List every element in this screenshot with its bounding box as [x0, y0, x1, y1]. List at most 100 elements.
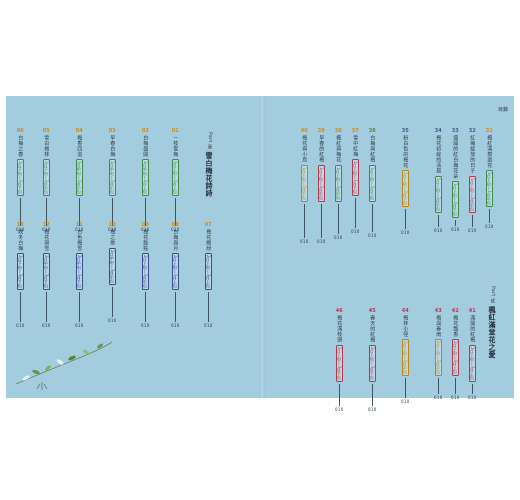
- entry-number: 03: [108, 128, 116, 134]
- season-tag: 2月上旬～3月下旬: [335, 344, 343, 382]
- toc-entry[interactable]: 38 楓紅與梅花 1月上旬～2月中旬 010: [334, 128, 343, 240]
- toc-entry[interactable]: 37 雪中紅梅 1月上旬～1月下旬 010: [351, 128, 360, 234]
- toc-entry[interactable]: 09 梅花點點 2月上旬～3月中旬 010: [141, 222, 150, 328]
- entry-title: 楓紅與梅花: [335, 135, 342, 163]
- page-number: 010: [141, 323, 150, 329]
- toc-entry[interactable]: 01 一枝雪梅 1月上旬～2月上旬 010: [171, 128, 180, 232]
- entry-title: 早春的紅梅: [318, 135, 325, 163]
- season-tag: 1月中旬～2月中旬: [75, 159, 83, 197]
- season-tag: 1月上旬～1月下旬: [351, 159, 359, 197]
- toc-entry[interactable]: 41 滿開的紅梅 2月上旬～3月上旬 010: [468, 308, 477, 400]
- season-tag: 2月上旬～3月中旬: [401, 339, 409, 377]
- entry-title: 梅與春雨: [435, 315, 442, 337]
- toc-entry[interactable]: 33 盛開的紅白梅花朵 1月上旬～2月下旬 010: [451, 128, 460, 232]
- toc-entry[interactable]: 32 紅梅綻放的日子 1月上旬～2月中旬 010: [468, 128, 477, 233]
- page-number: 010: [334, 234, 343, 240]
- toc-entry[interactable]: 02 白梅盛開 1月中旬～2月上旬 010: [141, 128, 150, 232]
- season-tag: 2月中旬～3月下旬: [75, 253, 83, 291]
- entry-title: 梅香四溢: [76, 135, 83, 157]
- entry-number: 08: [171, 222, 179, 228]
- page-number: 010: [468, 394, 477, 400]
- entry-title: 滿開的紅梅: [469, 315, 476, 343]
- entry-number: 10: [108, 222, 116, 228]
- season-tag: 1月上旬～2月下旬: [451, 181, 459, 219]
- entry-number: 32: [468, 128, 476, 134]
- season-tag: 2月上旬～3月上旬: [468, 344, 476, 382]
- toc-entry[interactable]: 05 雪白梅林 1月下旬～2月中旬 010: [42, 128, 51, 232]
- toc-entry[interactable]: 31 楓紅滿樹過花 1月上旬～1月中旬 010: [485, 128, 494, 229]
- leaf-branch-illustration: [15, 341, 113, 390]
- page-number: 010: [368, 232, 377, 238]
- toc-entry[interactable]: 13 晚冬白梅 2月下旬～3月下旬 010: [16, 222, 25, 328]
- book-gutter: [259, 96, 265, 398]
- season-tag: 1月上旬～2月中旬: [317, 164, 325, 202]
- toc-entry[interactable]: 03 早春白梅 1月中旬～2月中旬 010: [108, 128, 117, 232]
- toc-entry[interactable]: 39 早春的紅梅 1月上旬～2月中旬 010: [317, 128, 326, 244]
- entry-connector-line: [337, 203, 339, 234]
- entry-title: 雪白梅林: [43, 135, 50, 157]
- season-tag: 1月上旬～2月中旬: [334, 164, 342, 202]
- entry-connector-line: [437, 214, 439, 227]
- entry-connector-line: [471, 214, 473, 227]
- season-tag: 1月上旬～2月中旬: [434, 175, 442, 213]
- entry-connector-line: [19, 198, 21, 227]
- entry-number: 45: [368, 308, 376, 314]
- page-number: 010: [401, 399, 410, 405]
- entry-number: 31: [485, 128, 493, 134]
- season-tag: 1月上旬～2月下旬: [401, 170, 409, 208]
- toc-entry[interactable]: 04 梅香四溢 1月中旬～2月中旬 010: [75, 128, 84, 232]
- entry-title: 梅花與小鳥: [301, 135, 308, 163]
- toc-entry[interactable]: 07 梅花繽紛 2月上旬～3月上旬 010: [204, 222, 213, 328]
- entry-connector-line: [404, 378, 406, 399]
- toc-entry[interactable]: 08 白梅與月 2月上旬～3月上旬 010: [171, 222, 180, 328]
- entry-connector-line: [174, 292, 176, 323]
- page-number: 010: [485, 224, 494, 230]
- page-number: 010: [351, 229, 360, 235]
- toc-entry[interactable]: 43 梅與春雨 2月上旬～3月中旬 010: [434, 308, 443, 400]
- season-tag: 1月上旬～2月下旬: [368, 164, 376, 202]
- page-number: 010: [75, 323, 84, 329]
- page-number: 010: [401, 230, 410, 236]
- season-tag: 2月上旬～3月上旬: [204, 253, 212, 291]
- entry-number: 36: [368, 128, 376, 134]
- entry-connector-line: [45, 198, 47, 227]
- entry-connector-line: [338, 383, 340, 406]
- toc-entry[interactable]: 36 白梅與紅梅 1月上旬～2月下旬 010: [368, 128, 377, 238]
- page-number: 010: [335, 406, 344, 412]
- season-tag: 1月上旬～1月中旬: [485, 170, 493, 208]
- entry-connector-line: [174, 198, 176, 227]
- toc-entry[interactable]: 12 梅花與雪 2月中旬～3月下旬 010: [42, 222, 51, 328]
- toc-entry[interactable]: 42 梅花飄香 2月上旬～3月上旬 010: [451, 308, 460, 400]
- toc-entry[interactable]: 44 梅林小徑 2月上旬～3月中旬 010: [401, 308, 410, 404]
- season-tag: 1月上旬～2月下旬: [300, 164, 308, 202]
- part-title: 楓紅滿堂花之愛: [488, 306, 496, 359]
- toc-entry[interactable]: 46 梅花滿枝頭 2月上旬～3月下旬 010: [335, 308, 344, 412]
- toc-entry[interactable]: 06 白梅之春 1月下旬～2月下旬 010: [16, 128, 25, 232]
- entry-title: 春天的紅梅: [369, 315, 376, 343]
- toc-entry[interactable]: 40 梅花與小鳥 1月上旬～2月下旬 010: [300, 128, 309, 244]
- toc-entry[interactable]: 10 梅之歌 2月中旬～3月中旬 010: [108, 222, 117, 323]
- entry-number: 40: [300, 128, 308, 134]
- entry-connector-line: [404, 209, 406, 230]
- season-tag: 2月下旬～3月下旬: [16, 253, 24, 291]
- page-number: 010: [42, 227, 51, 233]
- page-number: 010: [108, 317, 117, 323]
- season-tag: 1月下旬～2月下旬: [16, 159, 24, 197]
- entry-number: 02: [141, 128, 149, 134]
- toc-entry[interactable]: 35 粉白色的梅花 1月上旬～2月下旬 010: [401, 128, 410, 235]
- entry-connector-line: [437, 378, 439, 395]
- entry-title: 白色梅雪: [76, 229, 83, 251]
- entry-title: 一枝雪梅: [172, 135, 179, 157]
- toc-entry[interactable]: 11 白色梅雪 2月中旬～3月下旬 010: [75, 222, 84, 328]
- entry-title: 梅花與雪: [43, 229, 50, 251]
- entry-number: 13: [16, 222, 24, 228]
- page-number: 010: [368, 406, 377, 412]
- toc-entry[interactable]: 34 梅花初綻的清晨 1月上旬～2月中旬 010: [434, 128, 443, 233]
- entry-connector-line: [111, 286, 113, 317]
- season-tag: 2月上旬～3月下旬: [368, 344, 376, 382]
- entry-connector-line: [354, 198, 356, 229]
- toc-entry[interactable]: 45 春天的紅梅 2月上旬～3月下旬 010: [368, 308, 377, 412]
- season-tag: 2月上旬～3月上旬: [171, 253, 179, 291]
- entry-title: 白梅與紅梅: [369, 135, 376, 163]
- part-heading: Part 壹 雪白梅花詩詩: [204, 132, 214, 197]
